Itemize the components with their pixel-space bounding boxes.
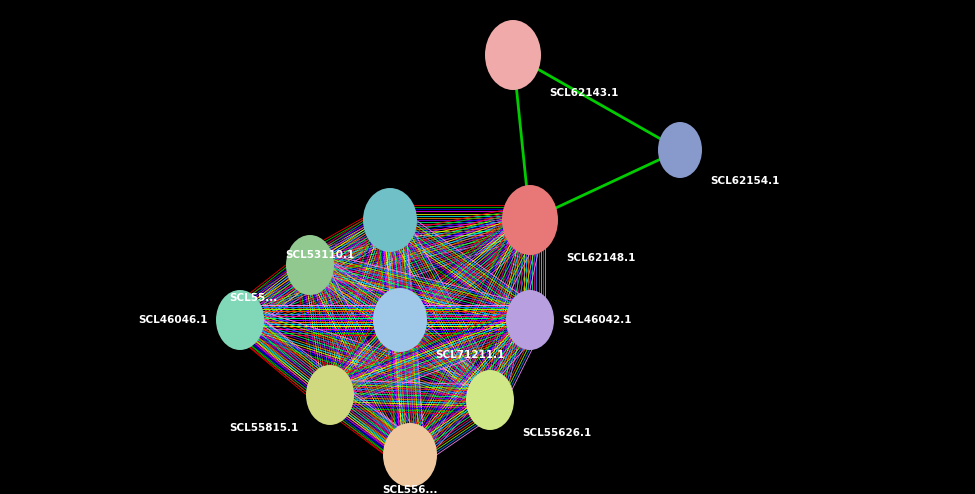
Ellipse shape (502, 185, 558, 255)
Ellipse shape (373, 288, 427, 352)
Text: SCL46042.1: SCL46042.1 (562, 315, 632, 325)
Ellipse shape (383, 423, 437, 487)
Ellipse shape (306, 365, 354, 425)
Ellipse shape (216, 290, 264, 350)
Text: SCL55626.1: SCL55626.1 (522, 428, 591, 438)
Text: SCL62148.1: SCL62148.1 (566, 253, 636, 263)
Text: SCL55...: SCL55... (230, 293, 278, 303)
Ellipse shape (506, 290, 554, 350)
Ellipse shape (363, 188, 417, 252)
Text: SCL53110.1: SCL53110.1 (286, 250, 355, 260)
Text: SCL46046.1: SCL46046.1 (138, 315, 208, 325)
Text: SCL71211.1: SCL71211.1 (435, 350, 504, 360)
Ellipse shape (658, 122, 702, 178)
Text: SCL62143.1: SCL62143.1 (549, 88, 618, 98)
Ellipse shape (485, 20, 541, 90)
Text: SCL556...: SCL556... (382, 485, 438, 494)
Ellipse shape (466, 370, 514, 430)
Text: SCL55815.1: SCL55815.1 (229, 423, 298, 433)
Text: SCL62154.1: SCL62154.1 (710, 176, 779, 186)
Ellipse shape (286, 235, 334, 295)
